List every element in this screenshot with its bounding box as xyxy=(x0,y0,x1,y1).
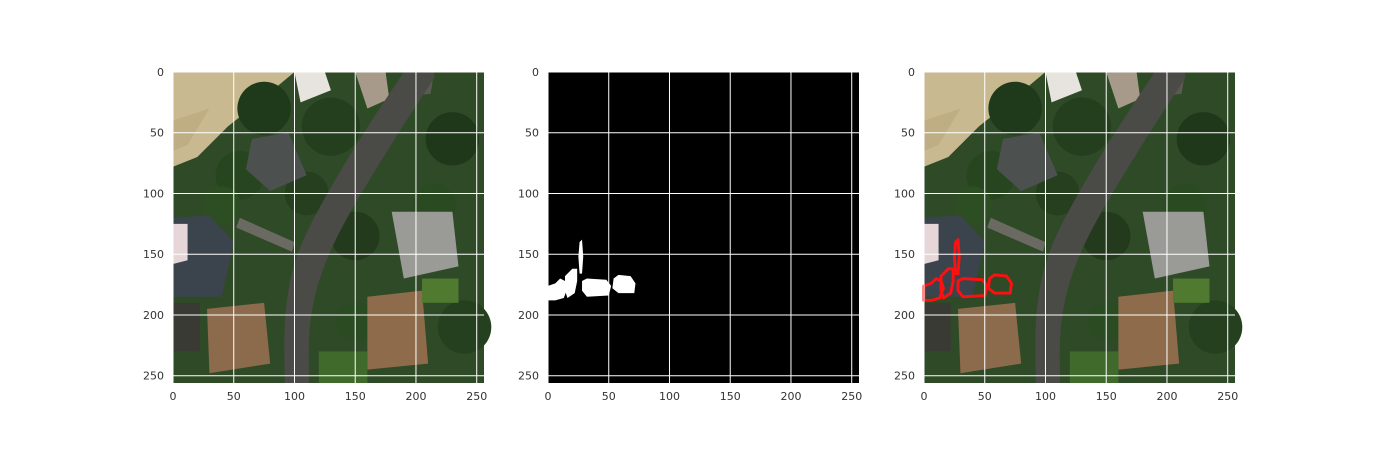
binary-mask-content xyxy=(548,72,859,383)
y-tick-label: 250 xyxy=(894,370,915,383)
y-tick-label: 0 xyxy=(157,66,164,79)
outline-right-block xyxy=(986,273,1013,295)
x-tick-label: 0 xyxy=(921,390,928,403)
y-tick-label: 100 xyxy=(518,187,539,200)
x-tick-label: 250 xyxy=(1217,390,1238,403)
x-tick-label: 50 xyxy=(978,390,992,403)
y-tick-label: 250 xyxy=(143,370,164,383)
x-tick-label: 200 xyxy=(1156,390,1177,403)
outline-spike xyxy=(952,238,961,276)
y-tick-label: 50 xyxy=(150,127,164,140)
mask-region-spike xyxy=(578,239,584,274)
outline-mid-block xyxy=(956,277,989,299)
aerial-image xyxy=(173,72,492,383)
y-tick-label: 50 xyxy=(525,127,539,140)
x-tick-label: 250 xyxy=(466,390,487,403)
mask-background xyxy=(548,72,859,383)
aerial-image xyxy=(924,72,1243,383)
x-tick-label: 100 xyxy=(1035,390,1056,403)
panel-binary-mask: 0 50 100 150 200 250 0 50 100 150 200 250 xyxy=(518,66,862,403)
x-tick-label: 50 xyxy=(227,390,241,403)
mask-region-right-block xyxy=(612,274,636,294)
panel-aerial-image: 0 50 100 150 200 250 0 50 100 150 200 250 xyxy=(143,66,492,403)
y-tick-label: 150 xyxy=(143,248,164,261)
mask-region-upper-block xyxy=(565,268,578,298)
x-tick-label: 200 xyxy=(780,390,801,403)
y-tick-label: 100 xyxy=(894,187,915,200)
x-tick-label: 200 xyxy=(405,390,426,403)
y-tick-label: 200 xyxy=(143,309,164,322)
y-tick-label: 200 xyxy=(518,309,539,322)
x-tick-label: 50 xyxy=(602,390,616,403)
x-tick-label: 0 xyxy=(545,390,552,403)
panel-overlay: 0 50 100 150 200 250 0 50 100 150 200 250 xyxy=(894,66,1243,403)
x-tick-label: 150 xyxy=(345,390,366,403)
x-tick-label: 100 xyxy=(284,390,305,403)
aerial-image-content xyxy=(173,72,492,383)
y-tick-label: 0 xyxy=(532,66,539,79)
y-tick-label: 150 xyxy=(894,248,915,261)
y-tick-label: 200 xyxy=(894,309,915,322)
x-tick-label: 0 xyxy=(170,390,177,403)
y-tick-label: 50 xyxy=(901,127,915,140)
x-tick-label: 100 xyxy=(659,390,680,403)
x-tick-label: 150 xyxy=(1096,390,1117,403)
y-tick-label: 250 xyxy=(518,370,539,383)
overlay-content xyxy=(922,72,1243,383)
mask-region-left-strip xyxy=(548,278,568,301)
mask-region-mid-block xyxy=(582,278,612,297)
outline-left-strip xyxy=(922,277,945,302)
x-tick-label: 250 xyxy=(841,390,862,403)
y-tick-label: 150 xyxy=(518,248,539,261)
outline-upper-block xyxy=(939,267,955,300)
x-tick-label: 150 xyxy=(720,390,741,403)
y-tick-label: 100 xyxy=(143,187,164,200)
y-tick-label: 0 xyxy=(908,66,915,79)
